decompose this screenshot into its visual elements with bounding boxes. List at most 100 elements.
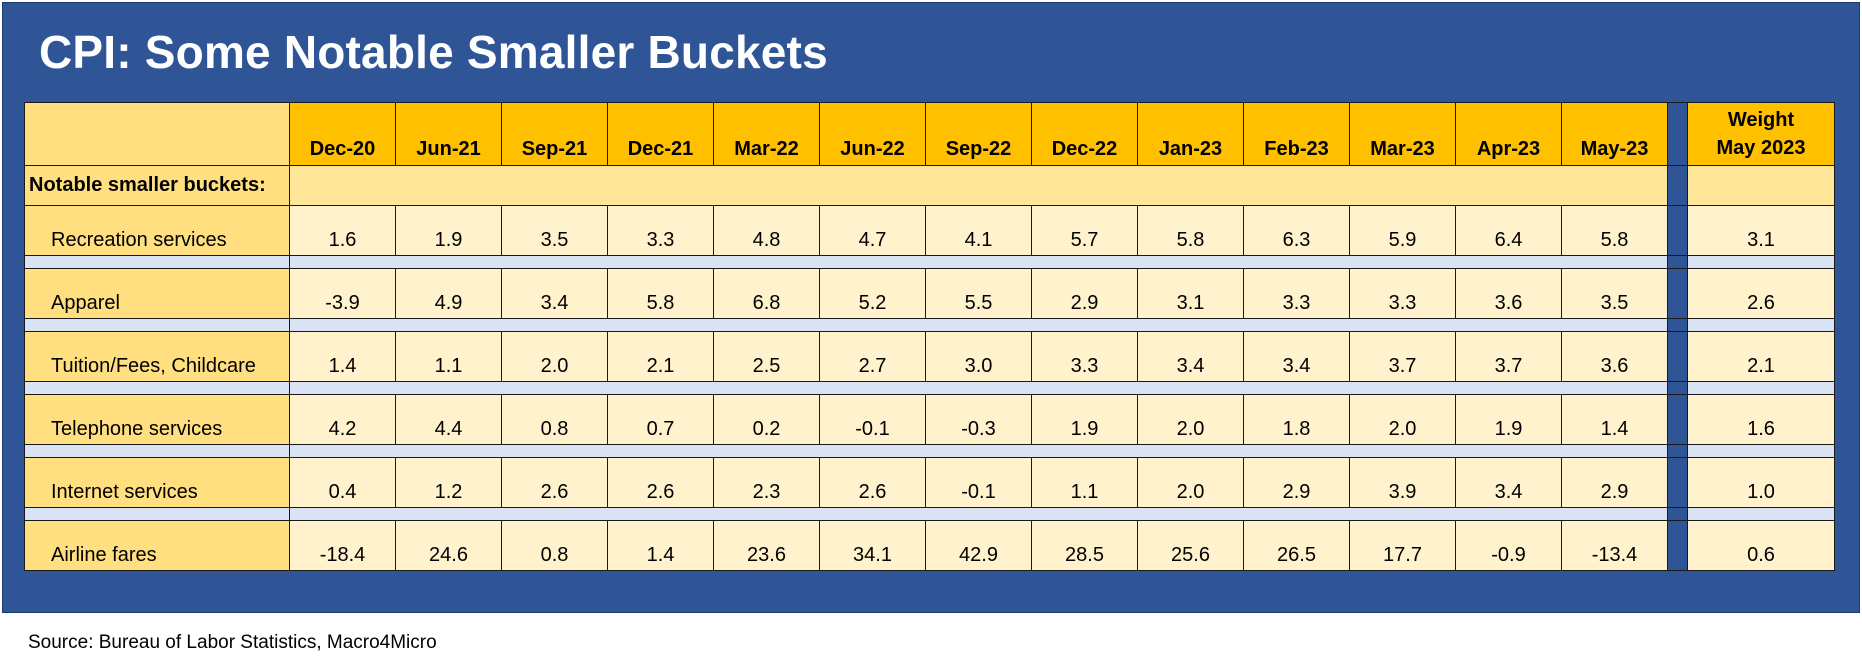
separator-cell — [289, 507, 1668, 521]
column-gap — [1667, 255, 1688, 269]
data-cell: 4.9 — [395, 268, 502, 319]
weight-cell: 3.1 — [1687, 205, 1835, 256]
weight-cell: 1.0 — [1687, 457, 1835, 508]
data-cell: 2.6 — [501, 457, 608, 508]
column-gap — [1667, 457, 1688, 508]
separator-cell — [1687, 507, 1835, 521]
data-cell: 0.8 — [501, 520, 608, 571]
data-cell: 2.0 — [1137, 394, 1244, 445]
data-cell: 24.6 — [395, 520, 502, 571]
data-cell: 3.4 — [1137, 331, 1244, 382]
separator-cell — [24, 255, 290, 269]
data-cell: 5.8 — [607, 268, 714, 319]
data-cell: 0.8 — [501, 394, 608, 445]
data-cell: 5.8 — [1137, 205, 1244, 256]
table-row: Apparel -3.9 4.9 3.4 5.8 6.8 5.2 5.5 2.9 3.1 3.3 3.… — [24, 268, 1835, 319]
data-cell: 28.5 — [1031, 520, 1138, 571]
data-cell: 2.6 — [607, 457, 714, 508]
data-cell: 2.5 — [713, 331, 820, 382]
data-cell: 1.9 — [1031, 394, 1138, 445]
weight-header: Weight May 2023 — [1687, 102, 1835, 166]
column-gap — [1667, 394, 1688, 445]
data-cell: 2.0 — [1349, 394, 1456, 445]
column-header: Dec-22 — [1031, 102, 1138, 166]
data-cell: 2.7 — [819, 331, 926, 382]
column-header: Sep-21 — [501, 102, 608, 166]
data-cell: -0.1 — [819, 394, 926, 445]
data-cell: 2.9 — [1561, 457, 1668, 508]
separator-cell — [289, 444, 1668, 458]
weight-header-line: May 2023 — [1716, 137, 1806, 159]
data-cell: 2.9 — [1243, 457, 1350, 508]
row-label: Recreation services — [24, 205, 290, 256]
table-row: Recreation services 1.6 1.9 3.5 3.3 4.8 4.7 4.1… — [24, 205, 1835, 256]
data-cell: 6.3 — [1243, 205, 1350, 256]
data-cell: 3.6 — [1561, 331, 1668, 382]
section-row: Notable smaller buckets: — [24, 165, 1835, 206]
separator-cell — [289, 318, 1668, 332]
separator-cell — [24, 318, 290, 332]
column-header: Apr-23 — [1455, 102, 1562, 166]
data-cell: 3.5 — [1561, 268, 1668, 319]
data-cell: 23.6 — [713, 520, 820, 571]
data-cell: 1.9 — [1455, 394, 1562, 445]
data-cell: 4.1 — [925, 205, 1032, 256]
data-cell: 3.4 — [501, 268, 608, 319]
separator-cell — [289, 255, 1668, 269]
data-cell: 3.3 — [1349, 268, 1456, 319]
data-cell: 3.3 — [1031, 331, 1138, 382]
column-gap — [1667, 331, 1688, 382]
data-cell: 4.8 — [713, 205, 820, 256]
data-cell: 2.0 — [501, 331, 608, 382]
data-cell: 5.9 — [1349, 205, 1456, 256]
data-cell: 3.5 — [501, 205, 608, 256]
row-separator — [24, 255, 1835, 269]
row-separator — [24, 507, 1835, 521]
table-row: Telephone services 4.2 4.4 0.8 0.7 0.2 -0.1 -0.… — [24, 394, 1835, 445]
data-cell: 0.4 — [289, 457, 396, 508]
data-cell: 2.1 — [607, 331, 714, 382]
row-label: Internet services — [24, 457, 290, 508]
data-cell: 3.6 — [1455, 268, 1562, 319]
separator-cell — [24, 444, 290, 458]
separator-cell — [24, 507, 290, 521]
separator-cell — [289, 381, 1668, 395]
row-label: Tuition/Fees, Childcare — [24, 331, 290, 382]
row-separator — [24, 381, 1835, 395]
data-cell: 1.1 — [395, 331, 502, 382]
section-label: Notable smaller buckets: — [24, 165, 290, 206]
row-label: Telephone services — [24, 394, 290, 445]
data-cell: 2.6 — [819, 457, 926, 508]
weight-cell: 2.6 — [1687, 268, 1835, 319]
column-header: Mar-23 — [1349, 102, 1456, 166]
data-cell: 3.0 — [925, 331, 1032, 382]
column-header: Sep-22 — [925, 102, 1032, 166]
data-cell: -0.9 — [1455, 520, 1562, 571]
data-cell: 5.7 — [1031, 205, 1138, 256]
data-cell: 5.2 — [819, 268, 926, 319]
data-cell: 3.4 — [1455, 457, 1562, 508]
data-cell: 2.3 — [713, 457, 820, 508]
data-cell: 1.8 — [1243, 394, 1350, 445]
data-cell: 34.1 — [819, 520, 926, 571]
row-separator — [24, 444, 1835, 458]
data-cell: 6.4 — [1455, 205, 1562, 256]
data-cell: 26.5 — [1243, 520, 1350, 571]
data-cell: 1.9 — [395, 205, 502, 256]
data-cell: 3.4 — [1243, 331, 1350, 382]
data-cell: 1.1 — [1031, 457, 1138, 508]
data-cell: 42.9 — [925, 520, 1032, 571]
data-cell: 4.2 — [289, 394, 396, 445]
column-header: May-23 — [1561, 102, 1668, 166]
data-cell: 3.9 — [1349, 457, 1456, 508]
data-cell: 3.3 — [1243, 268, 1350, 319]
data-cell: -0.3 — [925, 394, 1032, 445]
page-title: CPI: Some Notable Smaller Buckets — [39, 26, 828, 78]
cpi-table: Dec-20 Jun-21 Sep-21 Dec-21 Mar-22 Jun-22 Sep-… — [24, 102, 1835, 571]
table-row: Tuition/Fees, Childcare 1.4 1.1 2.0 2.1 2.5 2.… — [24, 331, 1835, 382]
section-filler — [289, 165, 1668, 206]
row-label: Apparel — [24, 268, 290, 319]
data-cell: 0.2 — [713, 394, 820, 445]
data-cell: 2.0 — [1137, 457, 1244, 508]
header-row: Dec-20 Jun-21 Sep-21 Dec-21 Mar-22 Jun-22 Sep-… — [24, 102, 1835, 166]
